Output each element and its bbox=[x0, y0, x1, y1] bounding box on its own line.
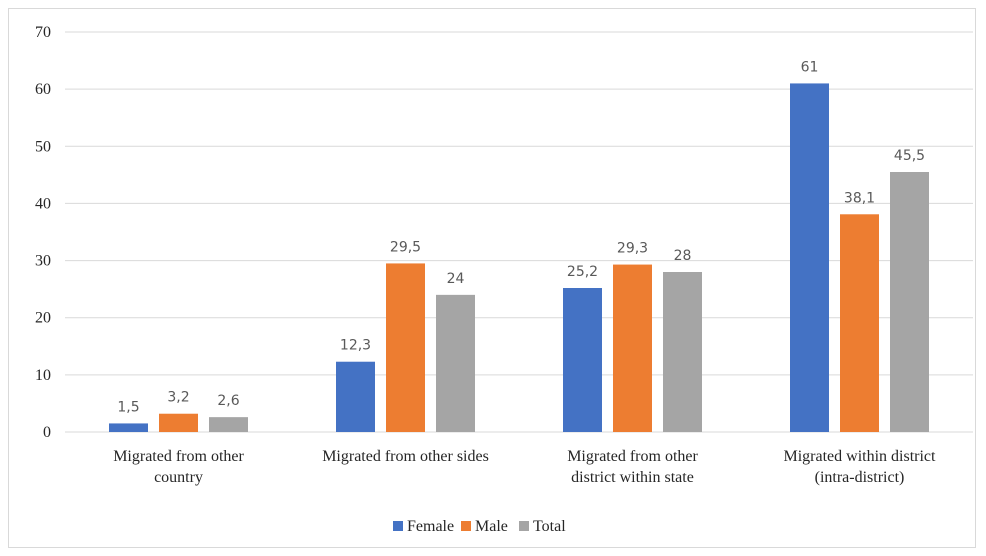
category-label: Migrated from other sides bbox=[322, 448, 489, 465]
bar-male bbox=[613, 264, 652, 432]
data-label: 12,3 bbox=[340, 338, 371, 354]
data-label: 3,2 bbox=[167, 390, 189, 406]
data-label: 25,2 bbox=[567, 264, 598, 280]
category-label: Migrated from other country bbox=[113, 448, 244, 486]
y-tick-label: 0 bbox=[43, 424, 51, 441]
category-label: Migrated within district (intra-district) bbox=[784, 448, 937, 486]
category-label-line: district within state bbox=[571, 469, 694, 486]
category-label-line: Migrated from other sides bbox=[322, 448, 489, 465]
y-tick-label: 70 bbox=[35, 24, 51, 41]
legend-label: Female bbox=[407, 518, 454, 535]
data-label: 2,6 bbox=[217, 393, 239, 409]
data-label: 29,3 bbox=[617, 241, 648, 257]
category-label-line: (intra-district) bbox=[815, 469, 905, 486]
data-label: 24 bbox=[447, 271, 465, 287]
y-tick-label: 50 bbox=[35, 138, 51, 155]
category-label-line: country bbox=[154, 469, 203, 486]
bar-female bbox=[109, 423, 148, 432]
data-label: 38,1 bbox=[844, 190, 875, 206]
category-label-line: Migrated from other bbox=[567, 448, 698, 465]
bar-female bbox=[336, 361, 375, 432]
data-label: 61 bbox=[801, 59, 819, 75]
bar-male bbox=[159, 413, 198, 432]
legend-swatch-total bbox=[519, 521, 529, 531]
legend-label: Male bbox=[475, 518, 508, 535]
data-label: 1,5 bbox=[117, 399, 139, 415]
gridlines bbox=[65, 31, 973, 433]
y-tick-label: 60 bbox=[35, 81, 51, 98]
y-tick-label: 10 bbox=[35, 367, 51, 384]
legend-swatch-male bbox=[461, 521, 471, 531]
data-label: 28 bbox=[674, 248, 692, 264]
data-label: 45,5 bbox=[894, 148, 925, 164]
bar-female bbox=[790, 83, 829, 432]
legend: Female Male Total bbox=[393, 518, 566, 535]
bars bbox=[109, 83, 929, 432]
legend-label: Total bbox=[533, 518, 566, 535]
bar-male bbox=[840, 214, 879, 432]
data-label: 29,5 bbox=[390, 239, 421, 255]
data-labels: 1,5 3,2 2,6 12,3 29,5 24 25,2 29,3 28 61 38,1 45,5 bbox=[117, 59, 925, 415]
y-axis-tick-labels: 0 10 20 30 40 50 60 70 bbox=[35, 24, 51, 441]
bar-female bbox=[563, 288, 602, 432]
y-tick-label: 30 bbox=[35, 253, 51, 270]
y-tick-label: 20 bbox=[35, 310, 51, 327]
bar-total bbox=[209, 417, 248, 432]
category-label-line: Migrated from other bbox=[113, 448, 244, 465]
bar-male bbox=[386, 263, 425, 432]
bar-total bbox=[663, 272, 702, 432]
bar-total bbox=[890, 172, 929, 432]
bar-chart: 0 10 20 30 40 50 60 70 1,5 3,2 2,6 12,3 29,5 24 25,2 2… bbox=[35, 24, 973, 535]
category-label-line: Migrated within district bbox=[784, 448, 937, 465]
legend-swatch-female bbox=[393, 521, 403, 531]
category-label: Migrated from other district within state bbox=[567, 448, 698, 486]
bar-total bbox=[436, 294, 475, 432]
y-tick-label: 40 bbox=[35, 195, 51, 212]
chart-frame: 0 10 20 30 40 50 60 70 1,5 3,2 2,6 12,3 29,5 24 25,2 2… bbox=[8, 8, 976, 548]
